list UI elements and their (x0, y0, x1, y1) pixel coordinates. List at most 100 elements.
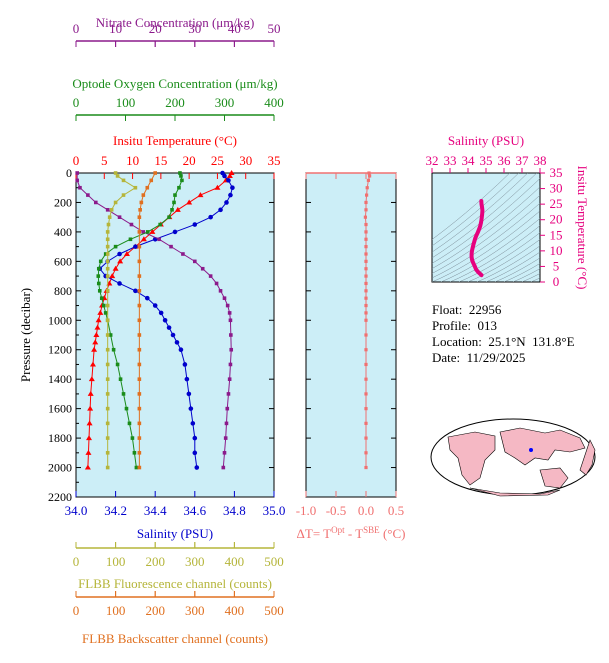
ts-temperature-tick-label: 0 (553, 274, 560, 289)
ts-density-contour (467, 239, 540, 282)
fluorescence-point (115, 174, 120, 178)
salinity-point (184, 376, 190, 382)
salinity-point (117, 251, 122, 257)
pressure-axis-label: Pressure (decibar) (18, 288, 33, 382)
nitrate-point (228, 362, 233, 367)
fluorescence-point (105, 289, 110, 293)
ts-temperature-tick-label: 30 (550, 181, 563, 196)
ts-point (479, 199, 483, 203)
ts-point (479, 221, 483, 225)
salinity-point (117, 281, 122, 286)
ts-density-contour (512, 268, 540, 282)
map-landmass-australia (539, 467, 569, 489)
delta-t-tick-label: 0.5 (388, 503, 404, 518)
backscatter-tick-label: 0 (73, 603, 80, 618)
backscatter-point (149, 178, 154, 183)
fluorescence-point (133, 185, 138, 190)
nitrate-point (169, 244, 173, 249)
temperature-point (84, 464, 91, 470)
salinity-point (170, 332, 176, 338)
nitrate-axis-title: Nitrate Concentration (μm/kg) (96, 15, 255, 30)
oxygen-point (130, 436, 135, 440)
backscatter-point (137, 244, 142, 249)
salinity-point (222, 173, 227, 179)
ts-salinity-tick-label: 38 (534, 153, 547, 168)
salinity-tick-label: 34.0 (65, 503, 88, 518)
nitrate-point (227, 311, 232, 315)
salinity-point (162, 317, 168, 323)
pressure-tick-label: 2200 (48, 490, 72, 504)
nitrate-tick-label: 50 (268, 21, 281, 36)
delta-t-point (364, 348, 368, 352)
salinity-point (174, 340, 180, 345)
backscatter-point (137, 333, 142, 337)
oxygen-point (177, 185, 181, 190)
ts-density-contour (440, 218, 540, 282)
salinity-point (192, 450, 198, 456)
oxygen-point (103, 311, 108, 315)
temperature-point (109, 273, 116, 279)
temperature-point (174, 206, 181, 212)
oxygen-point (96, 266, 101, 271)
temperature-point (197, 192, 204, 198)
ts-point (480, 215, 484, 219)
nitrate-point (229, 333, 233, 337)
nitrate-point (117, 215, 122, 219)
ts-salinity-tick-label: 35 (480, 153, 493, 168)
temperature-point (140, 236, 147, 242)
fluorescence-point (113, 171, 118, 175)
ts-plot-area (431, 172, 541, 283)
backscatter-point (137, 347, 142, 352)
nitrate-point (227, 377, 232, 381)
salinity-point (152, 303, 158, 308)
oxygen-point (167, 215, 171, 219)
temperature-point (186, 199, 193, 205)
delta-t-plot-area (305, 172, 397, 498)
oxygen-point (134, 465, 139, 470)
oxygen-point (97, 289, 102, 293)
delta-t-axis-title: ΔT= TOpt - TSBE (°C) (297, 525, 406, 541)
delta-t-point (364, 318, 368, 322)
ts-point (470, 249, 474, 253)
nitrate-point (224, 421, 229, 426)
delta-t-tick-label: -0.5 (326, 503, 347, 518)
nitrate-point (225, 406, 230, 411)
fluorescence-point (105, 252, 110, 256)
nitrate-point (225, 303, 230, 308)
nitrate-point (75, 171, 79, 175)
oxygen-point (132, 451, 137, 455)
date: Date: 11/29/2025 (432, 350, 526, 365)
oxygen-tick-label: 400 (264, 95, 284, 110)
delta-t-point (364, 208, 368, 212)
nitrate-point (157, 237, 161, 242)
salinity-point (224, 200, 229, 205)
ts-temperature-tick-label: 5 (553, 258, 560, 273)
ts-density-contour (432, 186, 540, 269)
backscatter-point (139, 200, 144, 205)
delta-t-point (366, 178, 370, 182)
salinity-point (178, 347, 184, 353)
oxygen-point (121, 392, 126, 396)
salinity-point (172, 229, 178, 235)
delta-t-point (364, 237, 368, 241)
nitrate-point (86, 193, 90, 197)
ts-temperature-axis-title: Insitu Temperature (°C) (575, 166, 590, 290)
pressure-tick-label: 1000 (48, 313, 72, 327)
oxygen-point (145, 230, 150, 234)
salinity-tick-label: 35.0 (263, 503, 286, 518)
ts-temperature-tick-label: 25 (550, 196, 563, 211)
nitrate-point (78, 185, 82, 190)
temperature-tick-label: 30 (239, 153, 252, 168)
ts-point (480, 211, 484, 216)
delta-t-point (365, 186, 369, 190)
backscatter-point (137, 318, 142, 323)
float-id: Float: 22956 (432, 302, 502, 317)
oxygen-point (158, 222, 162, 227)
ts-salinity-tick-label: 33 (444, 153, 457, 168)
delta-t-point (363, 215, 367, 219)
nitrate-point (181, 252, 185, 256)
oxygen-point (96, 274, 101, 278)
temperature-point (95, 317, 102, 323)
delta-t-point (364, 311, 368, 315)
pressure-tick-label: 200 (54, 195, 72, 209)
